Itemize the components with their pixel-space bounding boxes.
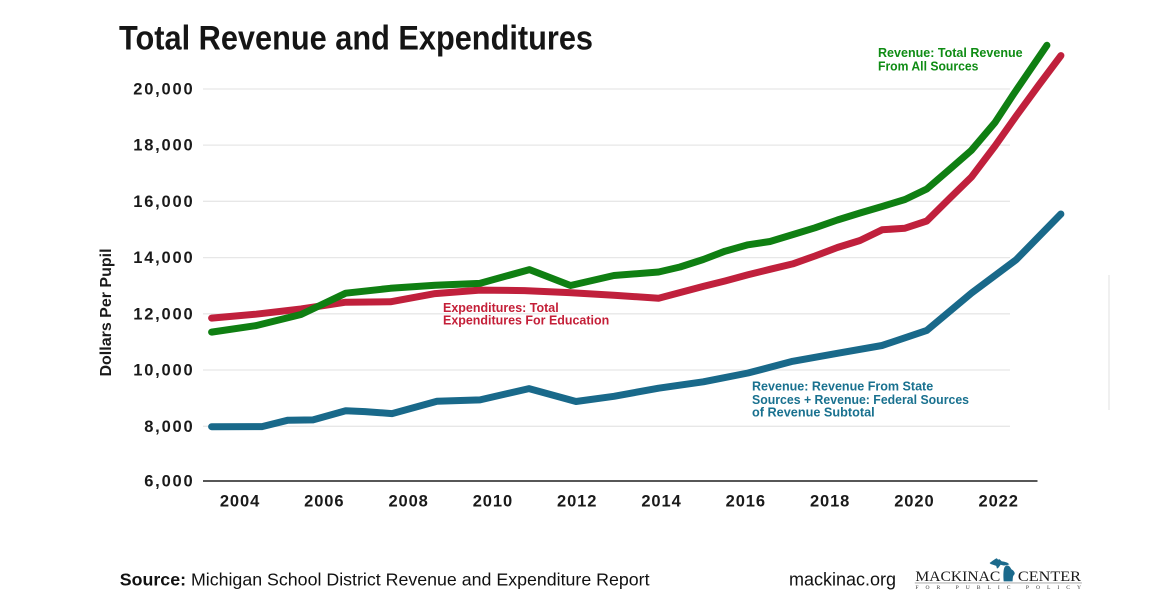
svg-text:18,000: 18,000 <box>133 137 194 155</box>
svg-text:8,000: 8,000 <box>144 418 194 436</box>
svg-text:16,000: 16,000 <box>133 193 194 211</box>
svg-text:Expenditures: Total: Expenditures: Total <box>443 300 559 315</box>
svg-text:From All Sources: From All Sources <box>878 58 978 73</box>
svg-text:6,000: 6,000 <box>144 473 194 491</box>
svg-text:Total Revenue and Expenditures: Total Revenue and Expenditures <box>119 20 593 58</box>
svg-text:2010: 2010 <box>473 492 513 510</box>
svg-text:2022: 2022 <box>979 492 1019 510</box>
svg-text:20,000: 20,000 <box>133 81 194 99</box>
svg-text:2006: 2006 <box>304 492 344 510</box>
svg-text:mackinac.org: mackinac.org <box>789 569 896 589</box>
svg-text:CENTER: CENTER <box>1018 568 1082 585</box>
svg-text:Dollars Per Pupil: Dollars Per Pupil <box>98 248 115 376</box>
svg-text:MACKINAC: MACKINAC <box>915 568 1000 585</box>
svg-text:2020: 2020 <box>894 492 934 510</box>
svg-text:Revenue: Total Revenue: Revenue: Total Revenue <box>878 45 1023 60</box>
svg-text:Expenditures For Education: Expenditures For Education <box>443 313 609 328</box>
svg-text:10,000: 10,000 <box>133 362 194 380</box>
svg-text:2016: 2016 <box>726 492 766 510</box>
svg-text:FOR PUBLIC POLICY: FOR PUBLIC POLICY <box>915 585 1081 591</box>
svg-text:Revenue: Revenue From State: Revenue: Revenue From State <box>752 379 933 394</box>
svg-text:Source: Michigan School Distri: Source: Michigan School District Revenue… <box>120 569 650 589</box>
svg-text:of Revenue Subtotal: of Revenue Subtotal <box>752 405 875 420</box>
svg-text:2018: 2018 <box>810 492 850 510</box>
svg-text:Sources + Revenue: Federal Sou: Sources + Revenue: Federal Sources <box>752 392 969 407</box>
svg-text:2004: 2004 <box>220 492 260 510</box>
svg-text:2014: 2014 <box>641 492 681 510</box>
svg-text:14,000: 14,000 <box>133 249 194 267</box>
svg-text:2012: 2012 <box>557 492 597 510</box>
svg-text:2008: 2008 <box>388 492 428 510</box>
svg-text:12,000: 12,000 <box>133 305 194 323</box>
